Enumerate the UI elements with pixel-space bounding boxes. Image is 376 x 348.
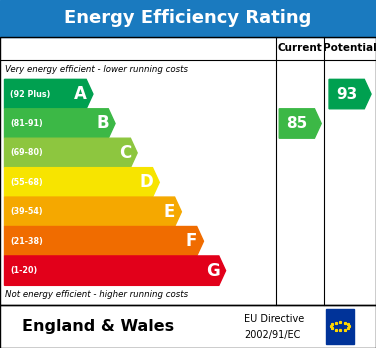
Text: (1-20): (1-20): [10, 266, 37, 275]
Text: (81-91): (81-91): [10, 119, 43, 128]
Bar: [0, 37, 376, 304]
Text: Current: Current: [278, 44, 323, 53]
Polygon shape: [329, 79, 371, 109]
Text: Energy Efficiency Rating: Energy Efficiency Rating: [64, 9, 312, 27]
Text: 2002/91/EC: 2002/91/EC: [244, 330, 301, 340]
Polygon shape: [5, 168, 159, 197]
Text: Not energy efficient - higher running costs: Not energy efficient - higher running co…: [5, 291, 188, 299]
Text: (39-54): (39-54): [10, 207, 43, 216]
Text: 93: 93: [336, 87, 357, 102]
Text: D: D: [140, 173, 154, 191]
Polygon shape: [5, 256, 226, 285]
Polygon shape: [5, 227, 203, 256]
Text: A: A: [74, 85, 87, 103]
Polygon shape: [279, 109, 321, 138]
Bar: [0, 304, 376, 348]
Text: G: G: [206, 262, 220, 280]
Text: England & Wales: England & Wales: [22, 319, 174, 334]
Text: F: F: [185, 232, 197, 250]
Polygon shape: [5, 79, 93, 109]
Text: (21-38): (21-38): [10, 237, 43, 246]
Text: E: E: [163, 203, 175, 221]
Polygon shape: [5, 197, 181, 227]
Text: C: C: [119, 144, 131, 162]
Polygon shape: [5, 109, 115, 138]
Bar: [0, 0, 376, 37]
Text: Very energy efficient - lower running costs: Very energy efficient - lower running co…: [5, 65, 188, 74]
Text: (69-80): (69-80): [10, 148, 43, 157]
Polygon shape: [5, 138, 137, 168]
Text: 85: 85: [286, 116, 308, 131]
Text: Potential: Potential: [323, 44, 376, 53]
Text: (55-68): (55-68): [10, 178, 43, 187]
Bar: [326, 309, 354, 344]
Text: EU Directive: EU Directive: [244, 314, 305, 324]
Text: (92 Plus): (92 Plus): [10, 89, 50, 98]
Text: B: B: [96, 114, 109, 133]
